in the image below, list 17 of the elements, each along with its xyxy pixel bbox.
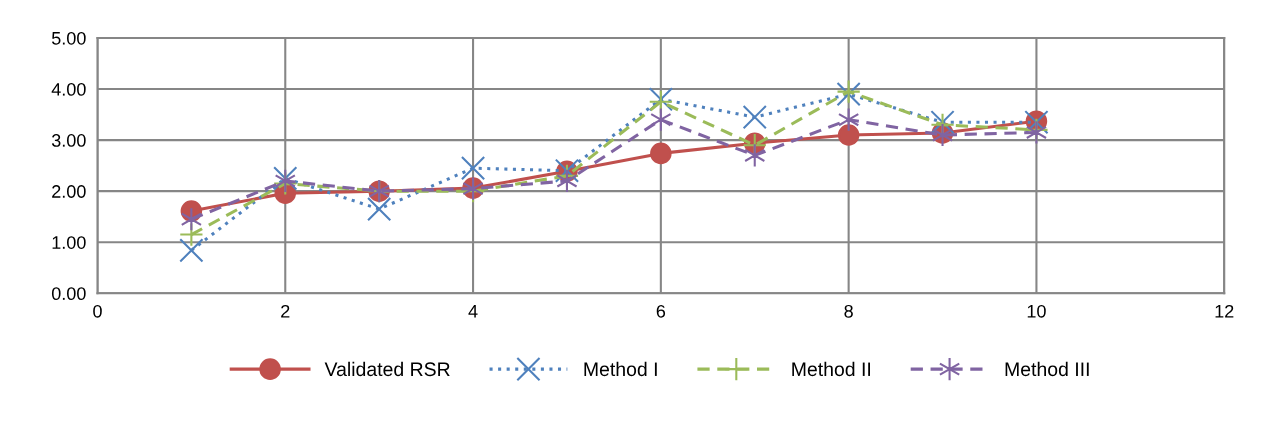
x-tick-label: 10: [1027, 304, 1046, 318]
y-tick-label: 4.00: [51, 82, 86, 96]
y-tick-label: 0.00: [51, 287, 86, 301]
legend-label: Method I: [584, 361, 657, 377]
legend-label: Method II: [792, 361, 871, 377]
y-tick-label: 1.00: [52, 236, 86, 249]
x-tick-label: 8: [844, 304, 853, 318]
x-tick-label: 2: [281, 304, 290, 318]
legend-label: Method III: [1005, 361, 1089, 377]
y-tick-label: 2.00: [52, 185, 86, 198]
y-tick-label: 5.00: [51, 31, 86, 45]
legend-label: Validated RSR: [324, 361, 450, 377]
x-tick-label: 4: [468, 305, 478, 318]
x-tick-label: 6: [656, 304, 666, 318]
y-tick-label: 3.00: [51, 134, 86, 147]
x-tick-label: 0: [93, 304, 102, 318]
x-tick-label: 12: [1215, 304, 1234, 318]
